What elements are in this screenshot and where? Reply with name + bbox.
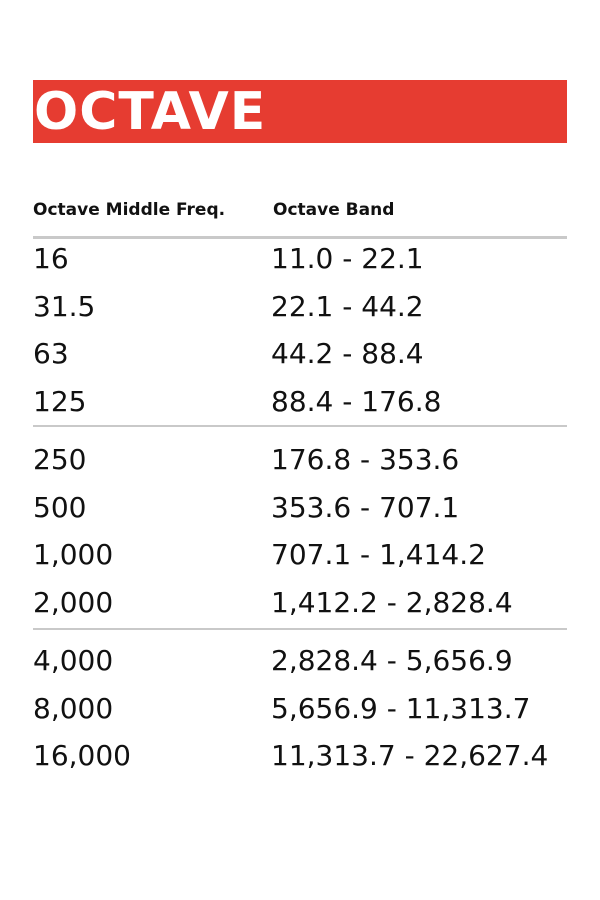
column-header-middle-freq: Octave Middle Freq. (33, 200, 226, 220)
table-row: 4,000 2,828.4 - 5,656.9 (33, 637, 573, 685)
table-row: 8,000 5,656.9 - 11,313.7 (33, 685, 573, 733)
table-group-high: 4,000 2,828.4 - 5,656.9 8,000 5,656.9 - … (33, 637, 573, 780)
band-cell: 707.1 - 1,414.2 (271, 538, 486, 571)
group-divider (33, 628, 567, 630)
table-group-mid: 250 176.8 - 353.6 500 353.6 - 707.1 1,00… (33, 436, 573, 626)
band-cell: 22.1 - 44.2 (271, 289, 424, 323)
band-cell: 353.6 - 707.1 (271, 490, 460, 524)
band-cell: 2,828.4 - 5,656.9 (271, 644, 513, 677)
middle-freq-cell: 8,000 (33, 691, 114, 725)
middle-freq-cell: 16,000 (33, 739, 131, 772)
group-divider (33, 425, 567, 427)
title-banner: OCTAVE (33, 80, 567, 143)
middle-freq-cell: 63 (33, 337, 69, 370)
middle-freq-cell: 2,000 (33, 585, 114, 619)
table-row: 2,000 1,412.2 - 2,828.4 (33, 579, 573, 627)
table-row: 1,000 707.1 - 1,414.2 (33, 531, 573, 579)
column-header-band: Octave Band (273, 200, 395, 220)
table-row: 500 353.6 - 707.1 (33, 484, 573, 532)
band-cell: 88.4 - 176.8 (271, 384, 442, 418)
table-row: 16,000 11,313.7 - 22,627.4 (33, 732, 573, 780)
band-cell: 11,313.7 - 22,627.4 (271, 739, 549, 772)
table-row: 16 11.0 - 22.1 (33, 235, 573, 283)
middle-freq-cell: 1,000 (33, 538, 114, 571)
header-divider (33, 236, 567, 239)
table-row: 31.5 22.1 - 44.2 (33, 283, 573, 331)
band-cell: 11.0 - 22.1 (271, 242, 424, 275)
table-row: 63 44.2 - 88.4 (33, 330, 573, 378)
table-header: Octave Middle Freq. Octave Band (33, 196, 567, 224)
band-cell: 176.8 - 353.6 (271, 443, 460, 476)
middle-freq-cell: 16 (33, 242, 69, 275)
page-title: OCTAVE (34, 82, 267, 142)
middle-freq-cell: 31.5 (33, 289, 96, 323)
band-cell: 5,656.9 - 11,313.7 (271, 691, 531, 725)
middle-freq-cell: 125 (33, 384, 87, 418)
middle-freq-cell: 4,000 (33, 644, 114, 677)
table-row: 125 88.4 - 176.8 (33, 378, 573, 426)
table-group-low: 16 11.0 - 22.1 31.5 22.1 - 44.2 63 44.2 … (33, 235, 573, 425)
middle-freq-cell: 500 (33, 490, 87, 524)
band-cell: 44.2 - 88.4 (271, 337, 424, 370)
middle-freq-cell: 250 (33, 443, 87, 476)
band-cell: 1,412.2 - 2,828.4 (271, 585, 513, 619)
table-row: 250 176.8 - 353.6 (33, 436, 573, 484)
